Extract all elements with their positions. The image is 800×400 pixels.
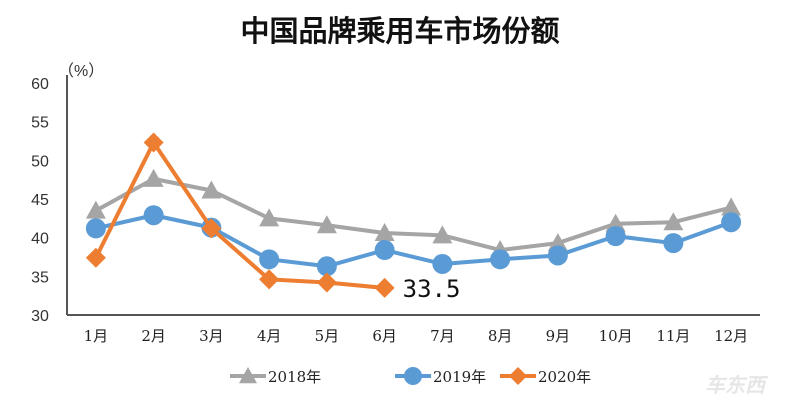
diamond-marker xyxy=(85,247,106,268)
circle-marker xyxy=(404,367,422,385)
circle-marker xyxy=(663,233,684,254)
watermark-logo: 车东西 xyxy=(705,373,769,397)
x-tick-label: 1月 xyxy=(84,327,109,345)
diamond-marker xyxy=(201,218,222,239)
x-tick-label: 5月 xyxy=(315,327,340,345)
y-tick-label: 45 xyxy=(31,192,49,209)
circle-marker xyxy=(374,240,395,261)
triangle-marker xyxy=(663,212,684,231)
legend-label: 2020年 xyxy=(538,368,591,386)
x-tick-label: 10月 xyxy=(599,327,633,345)
x-tick-label: 12月 xyxy=(714,327,748,345)
circle-marker xyxy=(85,218,106,239)
circle-marker xyxy=(490,249,511,270)
x-tick-label: 4月 xyxy=(257,327,282,345)
data-label: 33.5 xyxy=(403,275,461,303)
triangle-marker xyxy=(316,215,337,234)
circle-marker xyxy=(316,256,337,277)
diamond-marker xyxy=(316,272,337,293)
triangle-marker xyxy=(605,213,626,232)
circle-marker xyxy=(143,205,164,226)
triangle-marker xyxy=(201,180,222,199)
x-tick-label: 7月 xyxy=(430,327,455,345)
triangle-marker xyxy=(143,168,164,187)
y-tick-label: 50 xyxy=(31,153,49,170)
circle-marker xyxy=(605,226,626,247)
circle-marker xyxy=(432,253,453,274)
y-tick-label: 30 xyxy=(31,308,49,325)
legend-label: 2019年 xyxy=(433,368,486,386)
triangle-marker xyxy=(432,225,453,244)
triangle-marker xyxy=(239,367,257,384)
circle-marker xyxy=(721,212,742,233)
triangle-marker xyxy=(721,197,742,216)
circle-marker xyxy=(259,249,280,270)
diamond-marker xyxy=(143,132,164,153)
triangle-marker xyxy=(259,208,280,227)
x-tick-label: 11月 xyxy=(656,327,690,345)
x-tick-label: 3月 xyxy=(199,327,224,345)
series-line-2020年 xyxy=(94,140,385,290)
diamond-marker xyxy=(259,269,280,290)
x-tick-label: 6月 xyxy=(372,327,397,345)
x-tick-label: 9月 xyxy=(546,327,571,345)
diamond-marker xyxy=(509,367,527,385)
diamond-marker xyxy=(374,277,395,298)
x-tick-label: 2月 xyxy=(141,327,166,345)
chart-title: 中国品牌乘用车市场份额 xyxy=(240,14,560,48)
triangle-marker xyxy=(547,233,568,252)
triangle-marker xyxy=(374,223,395,242)
series-line-2018年 xyxy=(94,176,732,253)
y-tick-label: 40 xyxy=(31,231,49,248)
x-tick-label: 8月 xyxy=(488,327,513,345)
circle-marker xyxy=(547,245,568,266)
y-tick-label: 55 xyxy=(31,115,49,132)
y-tick-label: 35 xyxy=(31,269,49,286)
y-tick-label: 60 xyxy=(31,76,49,93)
legend-label: 2018年 xyxy=(268,368,321,386)
y-axis-label: （%） xyxy=(58,62,104,80)
triangle-marker xyxy=(85,200,106,219)
